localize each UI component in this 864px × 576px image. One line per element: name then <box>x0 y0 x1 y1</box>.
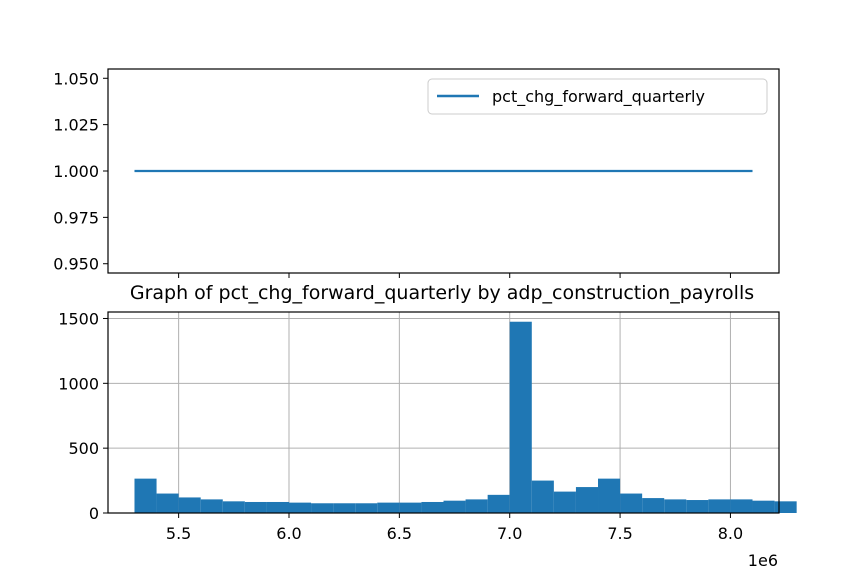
histogram-bar <box>642 498 665 513</box>
legend-box <box>427 78 768 115</box>
histogram-bar <box>774 501 797 513</box>
histogram-bar <box>531 480 554 513</box>
histogram-bar <box>752 500 775 513</box>
histogram-bar <box>222 501 245 513</box>
top-y-tick-label: 0.950 <box>53 255 99 274</box>
histogram-bar <box>509 321 532 513</box>
bottom-y-tick-label: 500 <box>68 439 99 458</box>
histogram-bar <box>708 499 731 513</box>
chart-title: Graph of pct_chg_forward_quarterly by ad… <box>130 282 754 304</box>
bottom-x-tick-label: 7.0 <box>497 524 522 543</box>
histogram-bar <box>664 499 687 513</box>
bottom-x-tick-label: 6.0 <box>276 524 301 543</box>
x-offset-label: 1e6 <box>748 551 778 570</box>
bottom-x-tick-label: 6.5 <box>387 524 412 543</box>
legend-entry-label: pct_chg_forward_quarterly <box>492 87 705 107</box>
top-y-tick-label: 1.050 <box>53 69 99 88</box>
histogram-bar <box>333 503 356 513</box>
top-y-tick-label: 1.000 <box>53 162 99 181</box>
top-line-plot: 0.950 0.975 1.000 1.025 1.050 pct_chg_forwar… <box>53 68 780 278</box>
histogram-bar <box>355 503 378 513</box>
histogram-bar <box>266 501 289 513</box>
histogram-bar <box>443 500 466 513</box>
top-y-tick-label: 0.975 <box>53 208 99 227</box>
histogram-bar <box>178 497 201 513</box>
bottom-y-tick-label: 1500 <box>58 309 99 328</box>
histogram-bar <box>487 494 510 513</box>
histogram-bar <box>465 499 488 513</box>
histogram-bar <box>553 491 576 513</box>
bottom-x-tick-label: 8.0 <box>718 524 743 543</box>
top-y-axis: 0.950 0.975 1.000 1.025 1.050 <box>53 69 108 274</box>
histogram-bar <box>575 487 599 513</box>
bottom-histogram: 0 500 1000 1500 5.5 6.0 6.5 7.0 7.5 8.0 1e6 <box>58 309 797 570</box>
histogram-bar <box>200 499 223 513</box>
bottom-x-tick-label: 5.5 <box>166 524 191 543</box>
top-y-tick-label: 1.025 <box>53 116 99 135</box>
bottom-y-tick-label: 1000 <box>58 374 99 393</box>
histogram-bar <box>288 502 312 513</box>
bottom-x-tick-label: 7.5 <box>607 524 632 543</box>
histogram-bar <box>399 502 422 513</box>
bottom-y-tick-label: 0 <box>89 504 99 523</box>
histogram-bar <box>421 501 444 513</box>
histogram-bar <box>620 493 643 513</box>
bottom-plot-frame <box>107 311 780 514</box>
top-plot-frame <box>107 68 780 274</box>
histogram-bar <box>730 499 753 513</box>
bottom-y-axis: 0 500 1000 1500 <box>58 309 108 523</box>
histogram-bar <box>686 500 709 513</box>
top-x-axis <box>178 273 731 278</box>
bottom-plot-area <box>108 312 779 513</box>
histogram-bar <box>134 478 157 513</box>
legend: pct_chg_forward_quarterly <box>427 78 768 115</box>
histogram-bar <box>244 501 267 513</box>
histogram-bar <box>598 478 621 513</box>
histogram-bar <box>311 503 334 513</box>
bottom-bars-group <box>134 321 797 513</box>
histogram-bar <box>377 502 400 513</box>
histogram-bar <box>156 493 179 513</box>
bottom-x-axis: 5.5 6.0 6.5 7.0 7.5 8.0 <box>166 513 743 543</box>
